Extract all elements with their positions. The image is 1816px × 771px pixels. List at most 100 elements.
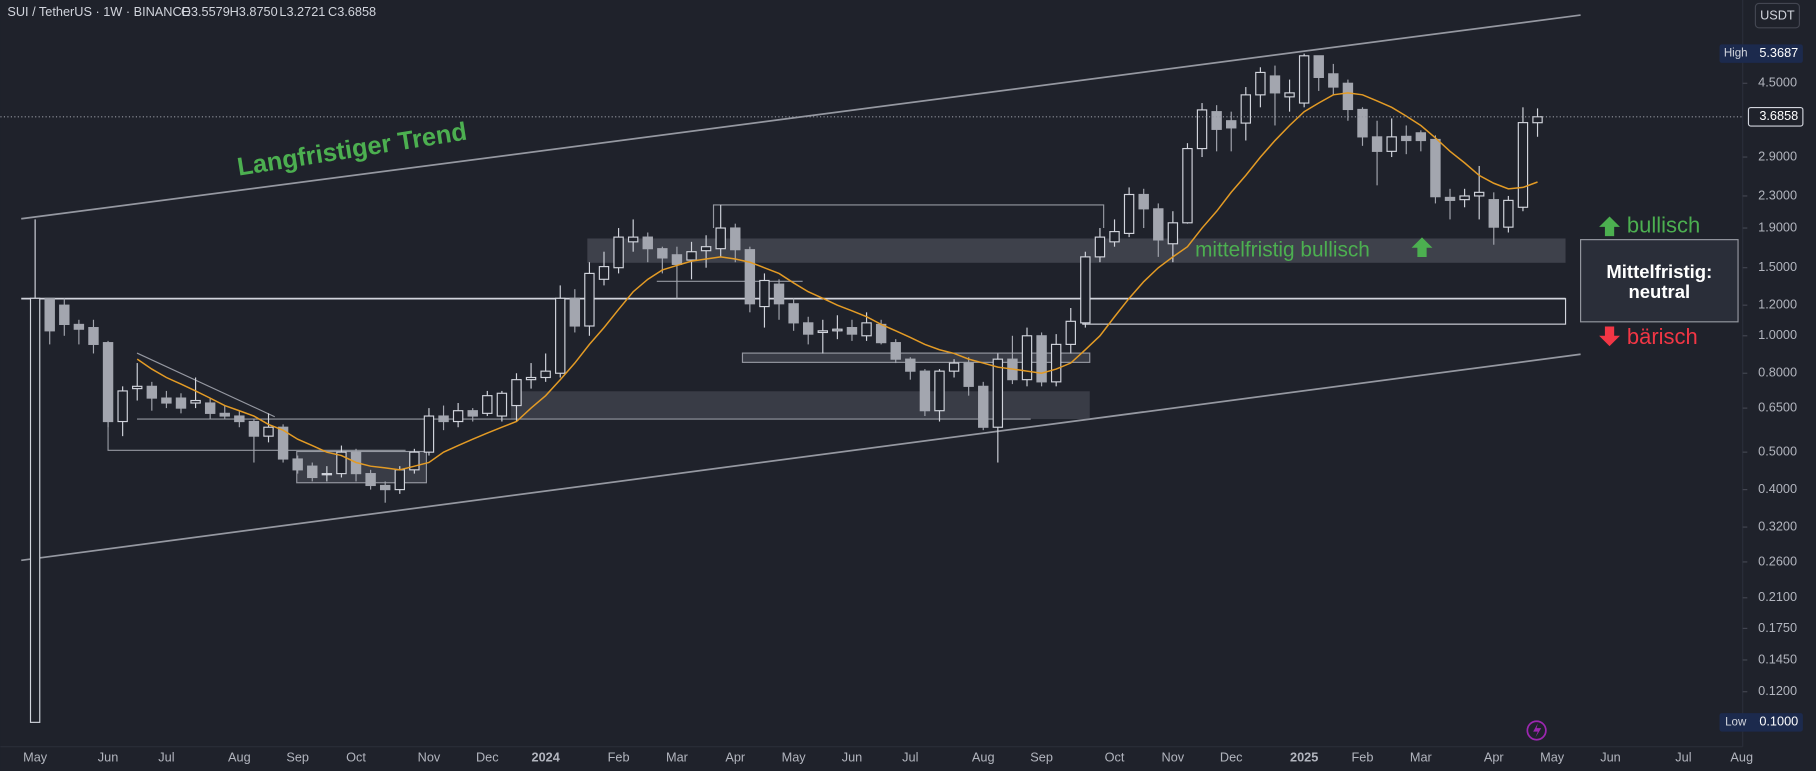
candle-body: [540, 370, 551, 379]
y-tick-label: 0.6500: [1758, 399, 1797, 414]
diagonal-line: [136, 352, 276, 418]
price-marker-value: 0.1000: [1759, 714, 1798, 729]
candle-body: [1444, 196, 1456, 201]
candle-body: [1401, 135, 1412, 142]
upper-trend-line: [21, 14, 1581, 220]
candle-body: [1342, 82, 1354, 111]
candle-body: [642, 236, 653, 250]
y-tick-label: 1.2000: [1758, 297, 1797, 312]
price-marker-name: Low: [1725, 716, 1747, 728]
candle-body: [671, 254, 683, 265]
candle-body: [29, 297, 41, 723]
candle-body: [1109, 231, 1120, 243]
lower-trend-line: [21, 353, 1581, 562]
y-tick-label: 2.9000: [1758, 148, 1797, 163]
candle-body: [146, 385, 158, 399]
annotation-bearish: bärisch: [1627, 324, 1698, 349]
ohlc-close: C3.6858: [328, 4, 376, 19]
x-tick-label: Nov: [1162, 750, 1185, 765]
candle-body: [321, 473, 333, 476]
x-tick-label: 2024: [532, 750, 560, 765]
x-tick-label: Jul: [1675, 750, 1691, 765]
annotation-bullish: bullisch: [1627, 213, 1700, 238]
x-tick-label: Feb: [608, 750, 630, 765]
price-marker-name: High: [1724, 48, 1748, 60]
y-tick-label: 0.2100: [1758, 589, 1797, 604]
candle-body: [715, 227, 726, 250]
ohlc-open: O3.5579: [181, 4, 230, 19]
x-tick-label: 2025: [1290, 750, 1318, 765]
candle-body: [963, 362, 974, 387]
x-tick-label: Sep: [1030, 750, 1053, 765]
candle-body: [1269, 75, 1281, 94]
x-tick-label: Oct: [1105, 750, 1125, 765]
candle-body: [1196, 109, 1208, 150]
events-icon[interactable]: [1526, 720, 1547, 741]
y-tick-label: 0.2600: [1758, 553, 1797, 568]
ohlc-low: L3.2721: [279, 4, 325, 19]
candle-body: [657, 248, 668, 259]
candle-body: [1036, 335, 1047, 383]
candle-body: [555, 297, 566, 374]
candle-body: [117, 390, 128, 423]
candle-body: [846, 327, 858, 335]
candle-body: [1459, 195, 1470, 201]
candle-body: [394, 469, 405, 491]
x-tick-label: Sep: [286, 750, 309, 765]
x-tick-label: Nov: [418, 750, 441, 765]
x-tick-label: Jun: [98, 750, 119, 765]
candle-body: [817, 330, 829, 334]
candle-body: [1080, 256, 1091, 324]
candle-body: [569, 297, 581, 327]
candle-body: [423, 415, 435, 453]
candle-body: [277, 426, 289, 460]
y-tick-label: 0.1750: [1758, 620, 1797, 635]
plot: 4.5000 2.9000 2.3000 1.9000 1.5000 1.2000 1.00…: [23, 53, 1797, 765]
price-marker: [1719, 713, 1803, 732]
candle-body: [1328, 73, 1339, 88]
candle-body: [1226, 120, 1237, 129]
candle-body: [730, 227, 741, 251]
candle-body: [132, 385, 143, 390]
y-tick-label: 1.0000: [1758, 327, 1797, 342]
candle-body: [204, 402, 216, 414]
candle-body: [1284, 92, 1295, 98]
y-tick-label: 0.1450: [1758, 651, 1797, 666]
candle-body: [1050, 343, 1062, 383]
moving-average: [136, 92, 1538, 471]
candle-body: [627, 236, 639, 243]
x-tick-label: Apr: [1484, 750, 1505, 765]
x-tick-label: Aug: [1730, 750, 1753, 765]
x-tick-label: Aug: [972, 750, 995, 765]
candle-body: [934, 370, 945, 412]
x-tick-label: Oct: [346, 750, 366, 765]
candle-body: [1517, 122, 1529, 208]
candle-body: [1123, 193, 1135, 234]
symbol: SUI / TetherUS · 1W · BINANCE: [7, 4, 190, 19]
annotation-box-line: Mittelfristig:: [1606, 261, 1712, 282]
candle-body: [613, 236, 624, 269]
candle-body: [190, 399, 201, 404]
events-icon-bolt: [1533, 723, 1542, 738]
candle-body: [832, 328, 843, 332]
candle-body: [890, 342, 901, 360]
candle-body: [1386, 136, 1397, 152]
y-tick-label: 0.1200: [1758, 683, 1797, 698]
x-tick-label: Feb: [1352, 750, 1374, 765]
x-tick-label: Dec: [1220, 750, 1243, 765]
candle-body: [88, 327, 99, 345]
candle-body: [1240, 94, 1252, 124]
candle-body: [1298, 55, 1310, 104]
y-tick-label: 0.4000: [1758, 481, 1797, 496]
x-tick-label: Aug: [228, 750, 251, 765]
currency-button-label[interactable]: USDT: [1760, 8, 1795, 23]
candle-body: [219, 412, 230, 417]
currency-button[interactable]: [1754, 2, 1800, 29]
candle-body: [803, 322, 814, 335]
candle-body: [73, 323, 85, 330]
candle-body: [44, 297, 55, 332]
candle-body: [1473, 191, 1485, 197]
candle-body: [1371, 136, 1383, 152]
candle-body: [161, 397, 172, 404]
